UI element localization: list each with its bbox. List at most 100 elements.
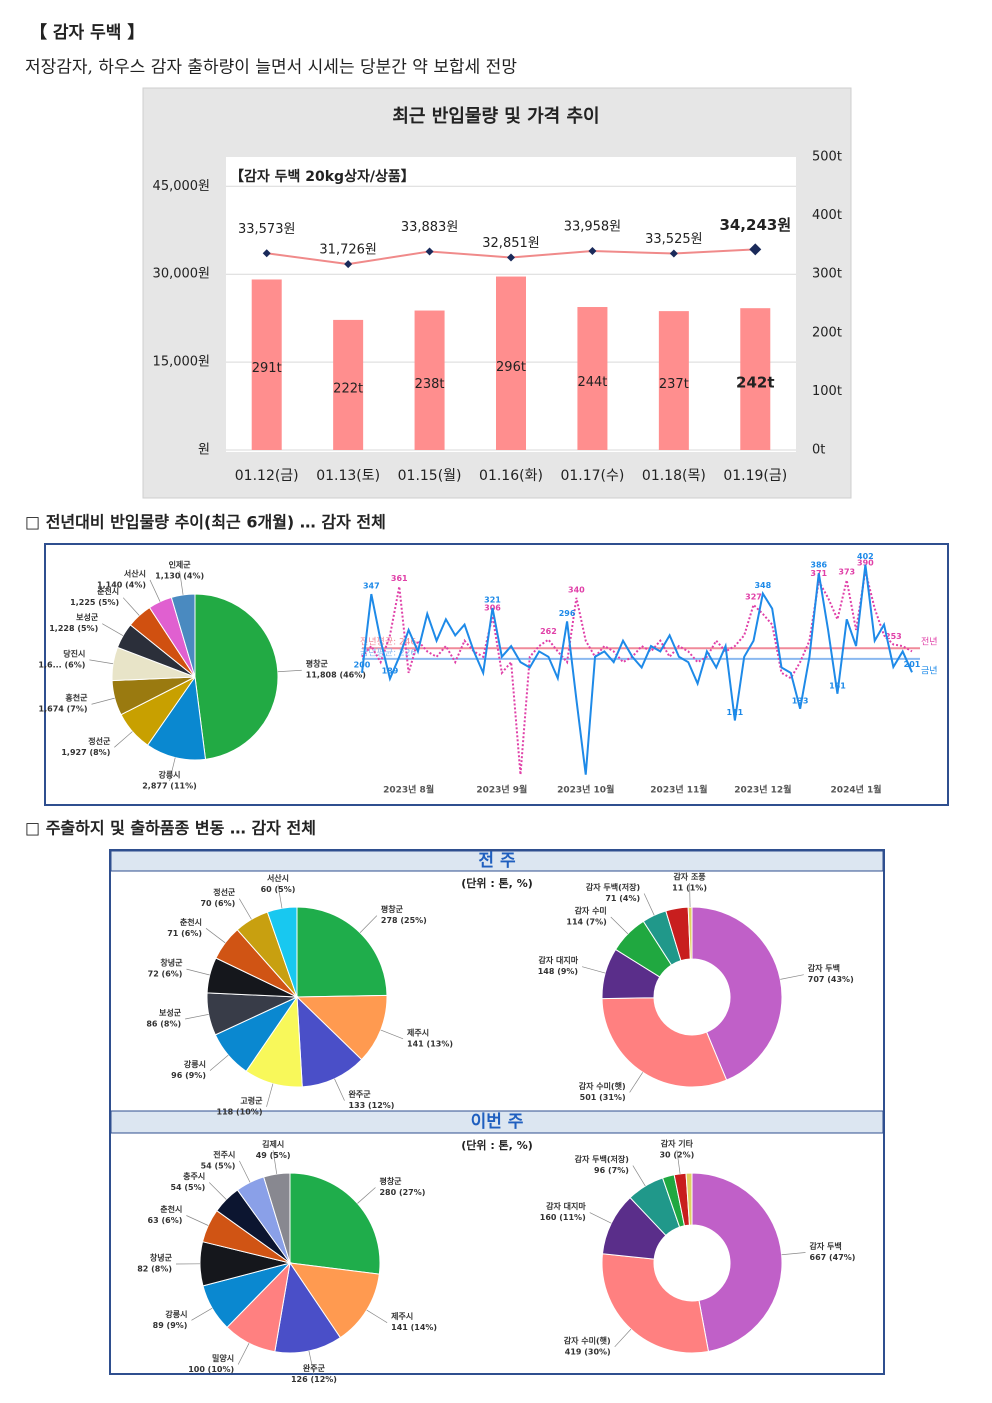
y-tick-label: 30,000원: [153, 267, 210, 282]
slice-value: 96 (7%): [594, 1166, 629, 1175]
slice-value: 133 (12%): [349, 1101, 395, 1110]
slice-value: 501 (31%): [580, 1093, 626, 1102]
slice-label: 전주시: [213, 1149, 235, 1159]
leader-line: [122, 597, 140, 616]
slice-value: 60 (5%): [261, 885, 296, 894]
leader-line: [185, 1014, 209, 1020]
price-label: 32,851원: [482, 236, 539, 251]
slice-label: 밀양시: [212, 1353, 234, 1363]
slice-label: 감자 수미(햇): [579, 1081, 626, 1091]
slice-value: 141 (13%): [407, 1039, 453, 1048]
slice: [170, 593, 196, 678]
slice: [296, 995, 363, 1088]
leader-line: [582, 966, 606, 974]
summary: 저장감자, 하우스 감자 출하량이 늘면서 시세는 당분간 약 보합세 전망: [25, 58, 517, 78]
slice-value: 1,130 (4%): [155, 572, 204, 581]
x-tick-label: 01.12(금): [235, 468, 299, 484]
x-tick-label: 2023년 8월: [383, 784, 434, 796]
leader-line: [643, 893, 655, 916]
slice-label: 정선군: [88, 736, 111, 746]
bar-label: 244t: [577, 375, 607, 390]
slice-label: 강릉시: [158, 769, 180, 779]
slice-value: 278 (25%): [381, 916, 427, 925]
bar: [658, 311, 689, 450]
leader-line: [277, 669, 302, 673]
slice: [274, 1261, 342, 1354]
average-label: 금년평균: 226: [360, 647, 416, 658]
slice-value: 11 (1%): [672, 884, 707, 893]
bar-label: 238t: [415, 377, 445, 392]
slice-value: 148 (9%): [538, 967, 578, 976]
slice-label: 춘천시: [160, 1204, 182, 1214]
slice-label: 감자 두백: [808, 963, 840, 973]
slice-value: 114 (7%): [566, 917, 606, 926]
leader-line: [114, 731, 133, 748]
point-label: 189: [382, 666, 399, 675]
x-tick-label: 01.13(토): [316, 468, 380, 484]
slice-value: 100 (10%): [188, 1365, 234, 1374]
slice: [691, 1172, 783, 1353]
slice-label: 감자 조풍: [673, 872, 706, 882]
slice-value: 1,674 (7%): [39, 705, 88, 714]
bar: [740, 308, 771, 450]
slice-value: 1,927 (8%): [61, 748, 110, 757]
point-label: 340: [568, 585, 585, 594]
price-label: 33,525원: [645, 232, 702, 247]
slice-label: 제주시: [391, 1311, 413, 1321]
slice-label: 감자 두백(저장): [586, 882, 640, 892]
legend-label: 금년: [921, 665, 938, 676]
price-marker: [749, 243, 762, 256]
leader-line: [186, 1215, 209, 1226]
price-marker: [588, 247, 597, 256]
slice-value: 89 (9%): [153, 1321, 188, 1330]
price-marker: [669, 249, 678, 258]
bar-label: 242t: [736, 374, 774, 392]
leader-line: [179, 571, 184, 595]
leader-line: [380, 1029, 404, 1040]
leader-line: [781, 1252, 806, 1256]
slice-value: 2,877 (11%): [142, 781, 197, 790]
price-label: 33,883원: [401, 220, 458, 235]
slice-label: 고령군: [240, 1095, 263, 1105]
slice-label: 서산시: [124, 568, 146, 578]
leader-line: [632, 1165, 646, 1187]
point-label: 296: [559, 609, 576, 618]
slice-value: 71 (4%): [605, 894, 640, 903]
slice-label: 감자 기타: [661, 1139, 694, 1149]
slice-label: 제주시: [407, 1027, 429, 1037]
leader-line: [191, 1307, 213, 1321]
bar: [333, 319, 364, 450]
slice-label: 서산시: [267, 873, 289, 883]
leader-line: [209, 1182, 227, 1200]
slice-value: 667 (47%): [810, 1253, 856, 1262]
slice-label: 정선군: [213, 887, 236, 897]
price-label: 33,573원: [238, 222, 295, 237]
slice-label: 감자 두백: [810, 1241, 842, 1251]
x-tick-label: 01.16(화): [479, 468, 543, 484]
slice-value: 1,140 (4%): [97, 580, 146, 589]
slice-value: 49 (5%): [256, 1151, 291, 1160]
price-label: 34,243원: [719, 216, 791, 234]
leader-line: [91, 697, 115, 705]
slice: [685, 1172, 693, 1226]
slice-label: 감자 수미: [575, 905, 607, 915]
slice-label: 창녕군: [150, 1253, 173, 1263]
slice-value: 96 (9%): [171, 1071, 206, 1080]
leader-line: [780, 974, 804, 980]
slice: [194, 593, 279, 760]
y2-tick-label: 0t: [812, 443, 825, 458]
unit-note: (단위 : 톤, %): [461, 876, 533, 890]
leader-line: [334, 1078, 345, 1101]
slice-value: 70 (6%): [200, 899, 235, 908]
bar: [414, 310, 445, 450]
y2-tick-label: 100t: [812, 384, 842, 399]
slice-label: 김제시: [262, 1139, 284, 1149]
price-marker: [425, 247, 434, 256]
slice-label: 감자 대지마: [546, 1201, 586, 1211]
point-label: 373: [838, 568, 855, 577]
slice-value: 72 (6%): [148, 970, 183, 979]
y2-tick-label: 400t: [812, 208, 842, 223]
slice-value: 126 (12%): [291, 1375, 337, 1384]
slice-value: 82 (8%): [137, 1265, 172, 1274]
leader-line: [186, 968, 210, 976]
